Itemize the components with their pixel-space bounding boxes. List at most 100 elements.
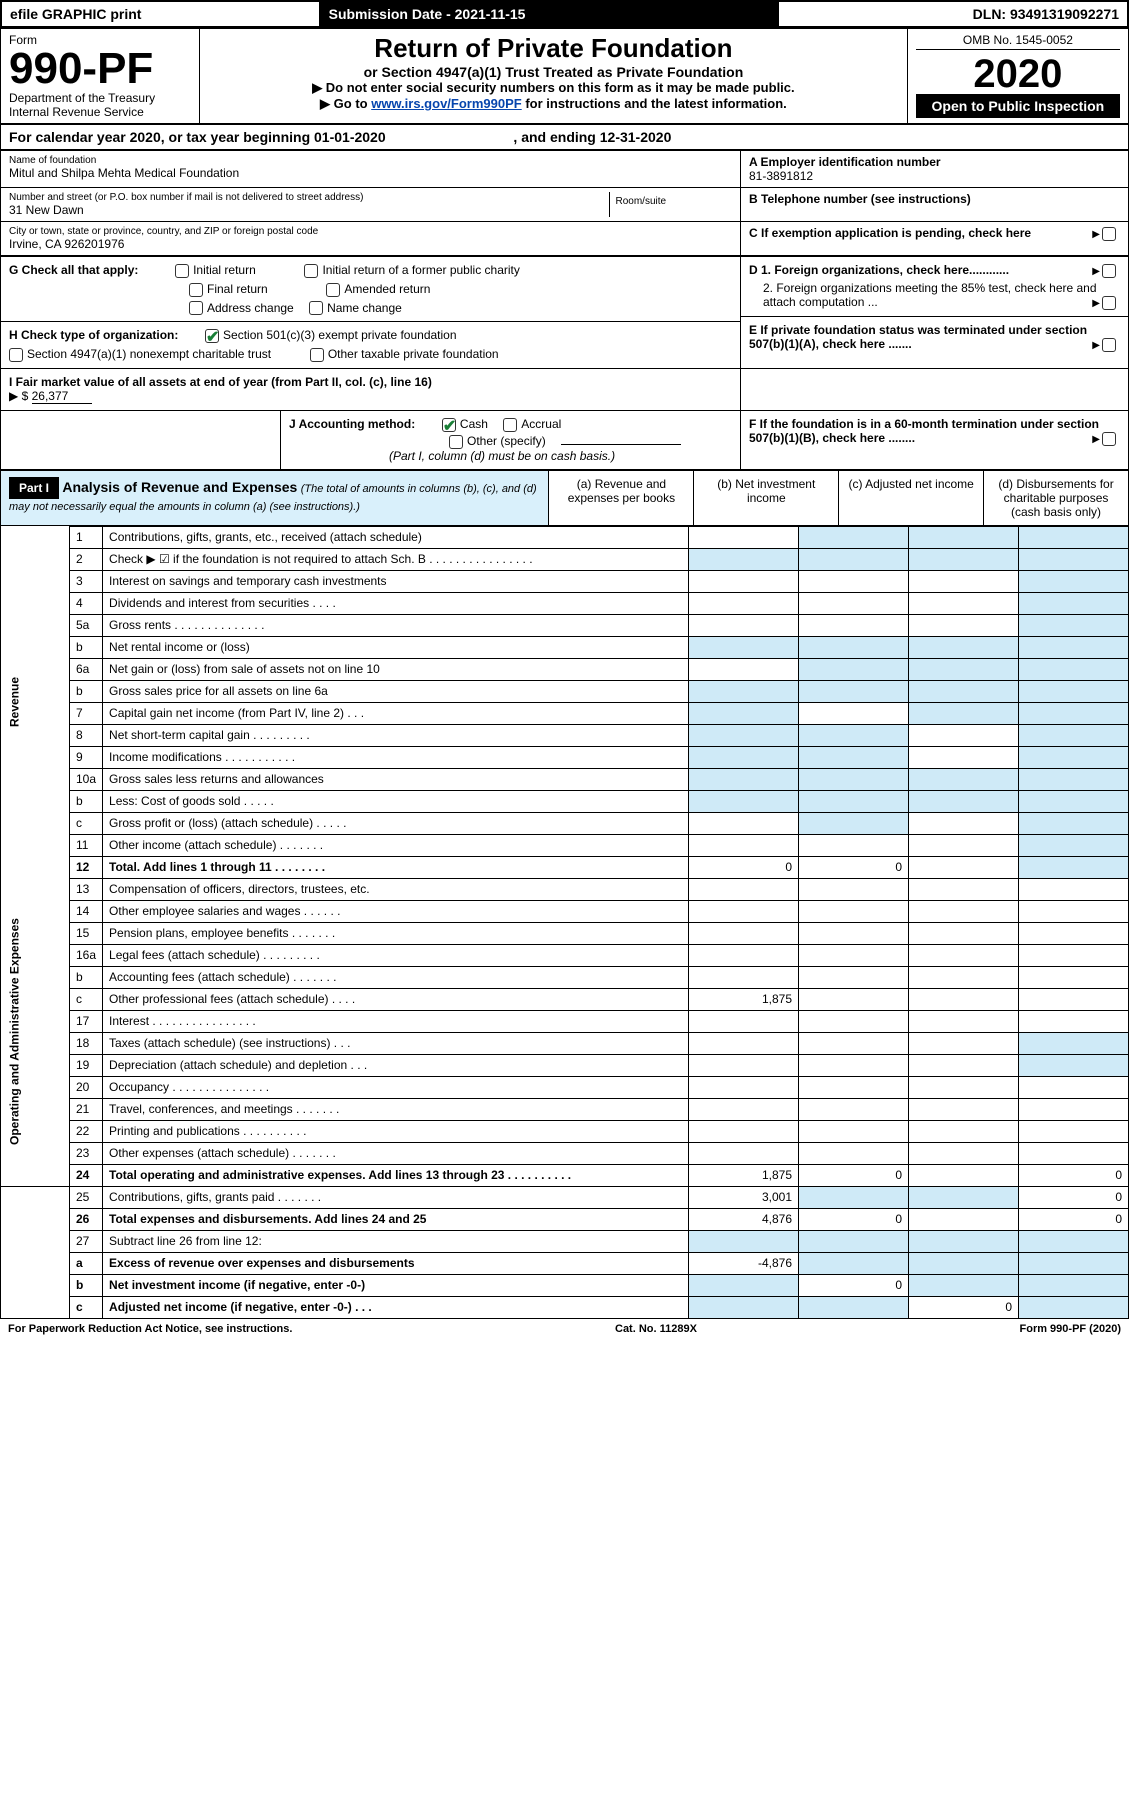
- h-501c3-checkbox[interactable]: [205, 329, 219, 343]
- line-2-no: 2: [70, 548, 103, 570]
- e-checkbox[interactable]: [1102, 338, 1116, 352]
- line-18-desc: Taxes (attach schedule) (see instruction…: [103, 1032, 689, 1054]
- line-16c-desc: Other professional fees (attach schedule…: [103, 988, 689, 1010]
- line-19-desc: Depreciation (attach schedule) and deple…: [103, 1054, 689, 1076]
- line-25-desc: Contributions, gifts, grants paid . . . …: [103, 1186, 689, 1208]
- g-initial-checkbox[interactable]: [175, 264, 189, 278]
- line-6a-no: 6a: [70, 658, 103, 680]
- part1-header: Part I Analysis of Revenue and Expenses …: [0, 470, 1129, 526]
- line-27-no: 27: [70, 1230, 103, 1252]
- j-other-checkbox[interactable]: [449, 435, 463, 449]
- line-26-a: 4,876: [689, 1208, 799, 1230]
- line-12-desc: Total. Add lines 1 through 11 . . . . . …: [103, 856, 689, 878]
- c-checkbox[interactable]: [1102, 227, 1116, 241]
- line-27a-a: -4,876: [689, 1252, 799, 1274]
- line-12-no: 12: [70, 856, 103, 878]
- form-header: Form 990-PF Department of the Treasury I…: [0, 28, 1129, 124]
- part1-grid: Revenue 1 Contributions, gifts, grants, …: [0, 526, 1129, 1319]
- line-24-b: 0: [799, 1164, 909, 1186]
- line-27c-no: c: [70, 1296, 103, 1318]
- line-25-a: 3,001: [689, 1186, 799, 1208]
- line-16c-a: 1,875: [689, 988, 799, 1010]
- arrow-icon: [1092, 431, 1102, 445]
- arrow-icon: [1092, 295, 1102, 309]
- g-initial-former-checkbox[interactable]: [304, 264, 318, 278]
- dept-1: Department of the Treasury: [9, 91, 191, 105]
- line-6b-no: b: [70, 680, 103, 702]
- line-6b-desc: Gross sales price for all assets on line…: [103, 680, 689, 702]
- name-label: Name of foundation: [9, 155, 732, 166]
- arrow-icon: [1092, 263, 1102, 277]
- form-number: 990-PF: [9, 47, 191, 91]
- g-name-checkbox[interactable]: [309, 301, 323, 315]
- line-6a-desc: Net gain or (loss) from sale of assets n…: [103, 658, 689, 680]
- line-11-no: 11: [70, 834, 103, 856]
- line-21-no: 21: [70, 1098, 103, 1120]
- calendar-year-row: For calendar year 2020, or tax year begi…: [0, 124, 1129, 150]
- h-opt2: Section 4947(a)(1) nonexempt charitable …: [27, 347, 271, 361]
- line-16a-no: 16a: [70, 944, 103, 966]
- form990pf-link[interactable]: www.irs.gov/Form990PF: [371, 96, 522, 111]
- e-label: E If private foundation status was termi…: [749, 323, 1087, 351]
- line-22-desc: Printing and publications . . . . . . . …: [103, 1120, 689, 1142]
- entity-block: Name of foundation Mitul and Shilpa Meht…: [0, 150, 1129, 256]
- line-10c-no: c: [70, 812, 103, 834]
- open-to-public: Open to Public Inspection: [916, 94, 1120, 118]
- submission-date: Submission Date - 2021-11-15: [320, 1, 778, 27]
- phone-label: B Telephone number (see instructions): [749, 192, 1120, 206]
- part1-tag: Part I: [9, 477, 59, 499]
- j-cash-checkbox[interactable]: [442, 418, 456, 432]
- h-4947-checkbox[interactable]: [9, 348, 23, 362]
- dept-2: Internal Revenue Service: [9, 105, 191, 119]
- g-final-checkbox[interactable]: [189, 283, 203, 297]
- line-24-no: 24: [70, 1164, 103, 1186]
- checks-block: G Check all that apply: Initial return I…: [0, 256, 1129, 411]
- h-other-checkbox[interactable]: [310, 348, 324, 362]
- line-8-no: 8: [70, 724, 103, 746]
- arrow-icon: [1092, 337, 1102, 351]
- j-accrual: Accrual: [521, 417, 561, 431]
- line-23-desc: Other expenses (attach schedule) . . . .…: [103, 1142, 689, 1164]
- g-initial-former: Initial return of a former public charit…: [322, 263, 519, 277]
- line-21-desc: Travel, conferences, and meetings . . . …: [103, 1098, 689, 1120]
- efile-label[interactable]: efile GRAPHIC print: [1, 1, 320, 27]
- line-25-d: 0: [1019, 1186, 1129, 1208]
- g-amended: Amended return: [344, 282, 430, 296]
- g-amended-checkbox[interactable]: [326, 283, 340, 297]
- g-address-checkbox[interactable]: [189, 301, 203, 315]
- j-accrual-checkbox[interactable]: [503, 418, 517, 432]
- line-24-desc: Total operating and administrative expen…: [103, 1164, 689, 1186]
- line-10b-desc: Less: Cost of goods sold . . . . .: [103, 790, 689, 812]
- line-24-d: 0: [1019, 1164, 1129, 1186]
- line-10b-no: b: [70, 790, 103, 812]
- j-note: (Part I, column (d) must be on cash basi…: [289, 449, 732, 463]
- d2-checkbox[interactable]: [1102, 296, 1116, 310]
- d1-checkbox[interactable]: [1102, 264, 1116, 278]
- f-checkbox[interactable]: [1102, 432, 1116, 446]
- line-4-no: 4: [70, 592, 103, 614]
- j-other: Other (specify): [467, 434, 546, 448]
- line-23-no: 23: [70, 1142, 103, 1164]
- top-bar: efile GRAPHIC print Submission Date - 20…: [0, 0, 1129, 28]
- footer-right: Form 990-PF (2020): [1020, 1323, 1121, 1335]
- line-26-desc: Total expenses and disbursements. Add li…: [103, 1208, 689, 1230]
- line-3-no: 3: [70, 570, 103, 592]
- line-25-no: 25: [70, 1186, 103, 1208]
- line-27a-desc: Excess of revenue over expenses and disb…: [103, 1252, 689, 1274]
- line-10a-no: 10a: [70, 768, 103, 790]
- line-16a-desc: Legal fees (attach schedule) . . . . . .…: [103, 944, 689, 966]
- line-27c-desc: Adjusted net income (if negative, enter …: [103, 1296, 689, 1318]
- h-opt3: Other taxable private foundation: [328, 347, 499, 361]
- i-label: I Fair market value of all assets at end…: [9, 375, 432, 389]
- dln: DLN: 93491319092271: [778, 1, 1128, 27]
- line-14-desc: Other employee salaries and wages . . . …: [103, 900, 689, 922]
- line-13-desc: Compensation of officers, directors, tru…: [103, 878, 689, 900]
- g-final: Final return: [207, 282, 268, 296]
- arrow-icon: [1092, 226, 1102, 240]
- instr-2-pre: ▶ Go to: [320, 96, 371, 111]
- city-value: Irvine, CA 926201976: [9, 237, 732, 251]
- d1-label: D 1. Foreign organizations, check here..…: [749, 263, 1009, 277]
- line-15-no: 15: [70, 922, 103, 944]
- line-10a-desc: Gross sales less returns and allowances: [103, 768, 689, 790]
- g-label: G Check all that apply:: [9, 263, 138, 277]
